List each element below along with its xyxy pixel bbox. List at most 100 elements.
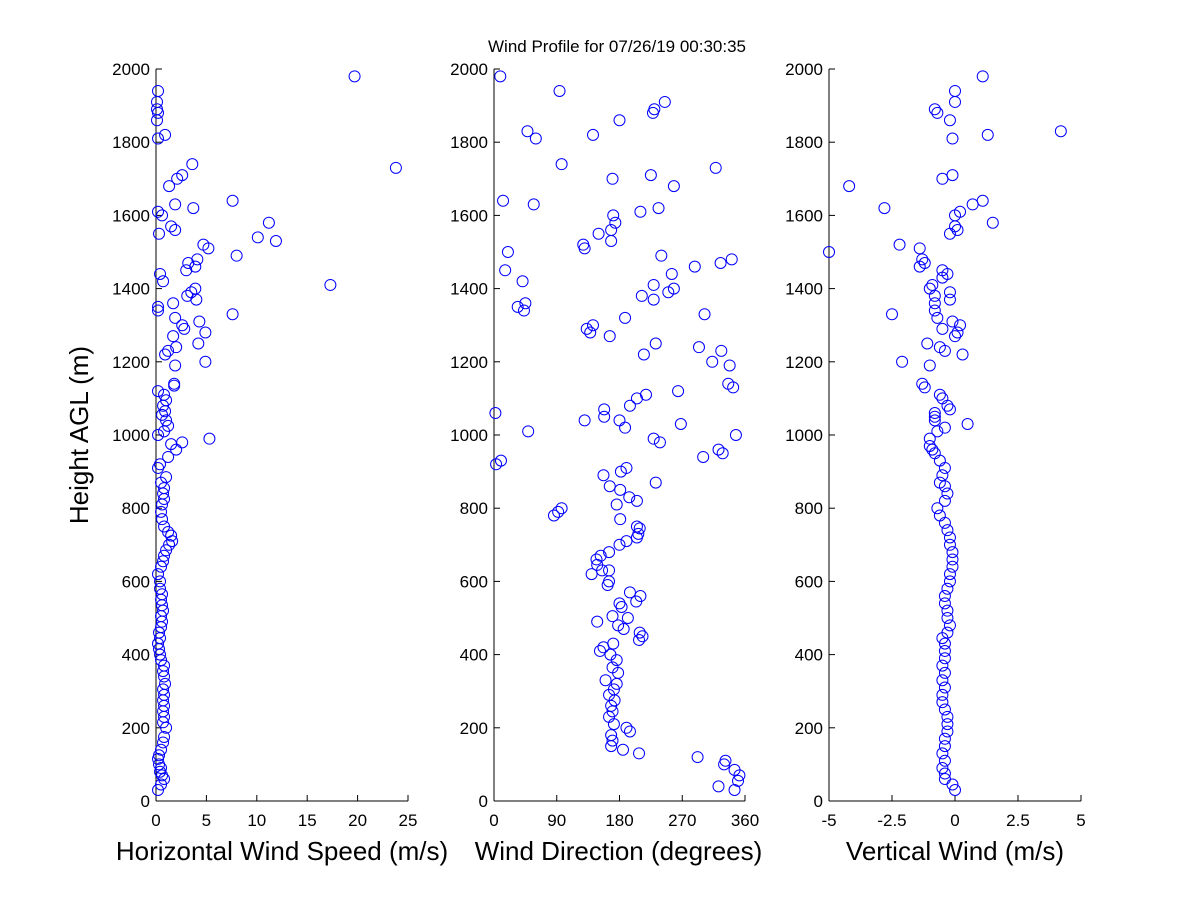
data-point-speed [152, 132, 165, 145]
data-point-direction [607, 683, 620, 696]
data-point-vertical [928, 407, 941, 420]
data-point-direction [603, 564, 616, 577]
data-point-vertical [949, 330, 961, 343]
y-tick-label-vertical: 0 [814, 792, 823, 811]
data-point-vertical [923, 282, 936, 295]
data-point-direction [712, 780, 725, 793]
y-axis-label-speed: Height AGL (m) [64, 346, 94, 524]
data-point-vertical [913, 242, 926, 255]
data-point-vertical [923, 439, 936, 452]
data-point-direction [692, 341, 705, 354]
data-point-vertical [938, 590, 951, 603]
data-point-vertical [943, 293, 956, 306]
data-point-speed [154, 575, 167, 588]
data-point-vertical [981, 128, 994, 141]
data-point-speed [159, 348, 172, 361]
data-point-direction [647, 293, 660, 306]
y-tick-label-direction: 200 [460, 719, 488, 738]
data-point-direction [623, 725, 636, 738]
data-point-direction [623, 399, 636, 412]
data-point-vertical [938, 767, 951, 780]
data-point-direction [612, 619, 625, 632]
y-tick-label-speed: 600 [122, 572, 150, 591]
data-point-direction [590, 553, 603, 566]
y-tick-label-direction: 800 [460, 499, 488, 518]
data-point-speed [151, 103, 164, 116]
data-point-direction [648, 103, 661, 116]
data-point-speed [156, 588, 169, 601]
data-point-vertical [938, 773, 951, 786]
y-tick-label-speed: 400 [122, 646, 150, 665]
data-point-direction [652, 202, 665, 215]
data-point-direction [647, 432, 660, 445]
data-point-vertical [933, 454, 946, 467]
data-point-vertical [946, 560, 959, 573]
data-point-vertical [938, 461, 951, 474]
panel-speed: 0 200 400 600 800 1000 1200 1400 1600 1800 2000 0 5 1… [64, 60, 448, 866]
data-point-vertical [928, 304, 941, 317]
data-point-vertical [941, 718, 954, 731]
y-tick-label-speed: 1000 [112, 426, 150, 445]
chart-title: Wind Profile for 07/26/19 00:30:35 [488, 37, 746, 56]
y-tick-label-speed: 0 [141, 792, 150, 811]
data-point-vertical [928, 410, 941, 423]
data-point-direction [706, 355, 719, 368]
data-point-speed [153, 749, 166, 762]
data-point-vertical [938, 666, 951, 679]
data-point-vertical [921, 337, 934, 350]
data-point-speed [152, 304, 165, 317]
y-tick-label-direction: 1000 [450, 426, 488, 445]
data-point-direction [521, 125, 534, 138]
data-point-vertical [946, 546, 959, 559]
data-point-direction [613, 538, 626, 551]
y-tick-label-vertical: 2000 [785, 60, 823, 79]
data-point-vertical [936, 762, 949, 775]
data-point-direction [489, 407, 502, 420]
data-point-direction [729, 429, 742, 441]
data-point-direction [623, 491, 636, 504]
y-tick-label-vertical: 1400 [785, 280, 823, 299]
data-point-vertical [941, 626, 954, 639]
data-point-speed [163, 538, 176, 551]
data-point-direction [630, 494, 643, 507]
data-point-speed [169, 224, 182, 237]
data-point-speed [159, 128, 172, 141]
data-point-speed [155, 743, 168, 756]
data-point-direction [598, 410, 611, 423]
y-tick-label-speed: 1200 [112, 353, 150, 372]
data-point-speed [153, 758, 166, 771]
data-point-direction [547, 509, 560, 522]
data-point-speed [262, 216, 275, 229]
data-point-vertical [918, 381, 931, 394]
data-point-direction [639, 388, 652, 401]
data-point-speed [154, 458, 167, 471]
data-point-direction [725, 253, 738, 266]
data-point-direction [614, 483, 627, 496]
data-point-direction [494, 70, 507, 83]
data-point-speed [153, 626, 166, 639]
data-point-speed [158, 388, 171, 401]
y-tick-label-direction: 1800 [450, 133, 488, 152]
data-point-speed [152, 300, 165, 313]
data-point-speed [176, 169, 189, 182]
data-point-direction [603, 575, 616, 588]
data-point-vertical [976, 70, 989, 83]
data-point-direction [647, 278, 660, 291]
data-point-direction [635, 289, 648, 302]
data-point-direction [649, 476, 662, 489]
data-point-speed [155, 505, 168, 518]
data-point-speed [151, 95, 164, 108]
data-point-vertical [943, 403, 956, 416]
x-tick-label-speed: 5 [202, 811, 211, 830]
data-point-direction [715, 344, 728, 357]
data-point-speed [153, 227, 166, 240]
data-point-vertical [946, 315, 959, 328]
data-point-direction [610, 498, 623, 511]
data-point-direction [665, 267, 678, 280]
y-tick-label-direction: 1600 [450, 206, 488, 225]
data-point-direction [587, 319, 600, 332]
data-point-vertical [931, 425, 944, 438]
data-point-vertical [956, 348, 969, 361]
